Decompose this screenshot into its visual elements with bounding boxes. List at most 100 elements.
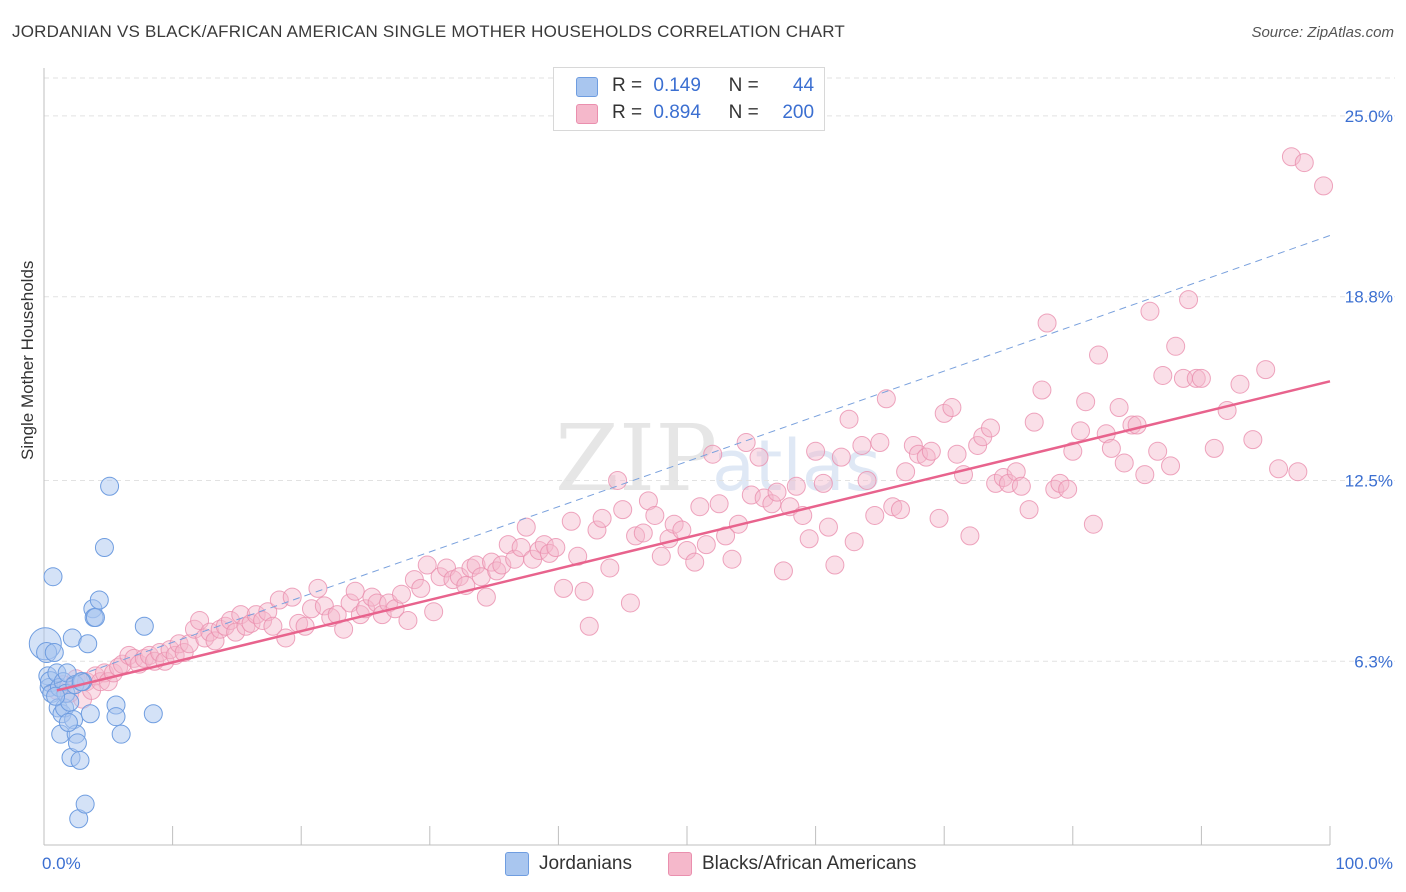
point-blacks xyxy=(398,610,418,630)
point-blacks xyxy=(466,555,486,575)
bottom-legend-label-blacks: Blacks/African Americans xyxy=(702,853,917,874)
point-blacks xyxy=(592,508,612,528)
point-blacks xyxy=(1135,465,1155,485)
point-blacks xyxy=(831,447,851,467)
point-blacks xyxy=(993,468,1013,488)
point-blacks xyxy=(696,535,716,555)
point-blacks xyxy=(492,555,512,575)
point-blacks xyxy=(600,558,620,578)
point-blacks xyxy=(417,555,437,575)
point-blacks xyxy=(960,526,980,546)
point-blacks xyxy=(645,505,665,525)
point-blacks xyxy=(709,494,729,514)
bottom-legend-blacks: Blacks/African Americans xyxy=(668,852,958,876)
point-blacks xyxy=(883,497,903,517)
point-blacks xyxy=(587,520,607,540)
point-blacks xyxy=(1161,456,1181,476)
point-blacks xyxy=(613,500,633,520)
watermark-zip: ZIP xyxy=(555,405,717,512)
point-jordanians xyxy=(67,733,87,753)
point-jordanians xyxy=(71,672,91,692)
point-blacks xyxy=(736,433,756,453)
point-blacks xyxy=(574,581,594,601)
point-blacks xyxy=(411,578,431,598)
source-label: Source: ZipAtlas.com xyxy=(1251,24,1394,41)
point-jordanians xyxy=(89,590,109,610)
point-blacks xyxy=(876,389,896,409)
point-blacks xyxy=(773,561,793,581)
point-blacks xyxy=(1006,462,1026,482)
point-blacks xyxy=(308,578,328,598)
point-jordanians xyxy=(44,643,64,663)
point-blacks xyxy=(226,622,246,642)
point-blacks xyxy=(1166,336,1186,356)
point-jordanians xyxy=(70,750,90,770)
point-blacks xyxy=(1140,301,1160,321)
y-tick-label: 18.8% xyxy=(1345,288,1393,307)
point-blacks xyxy=(749,447,769,467)
point-blacks xyxy=(767,482,787,502)
point-blacks xyxy=(690,497,710,517)
point-blacks xyxy=(947,444,967,464)
point-blacks xyxy=(1191,368,1211,388)
legend-swatch-blacks xyxy=(576,104,598,124)
point-blacks xyxy=(568,546,588,566)
point-blacks xyxy=(1148,441,1168,461)
point-blacks xyxy=(1063,441,1083,461)
point-blacks xyxy=(1204,438,1224,458)
point-blacks xyxy=(844,532,864,552)
legend-swatch-jordanians xyxy=(576,77,598,97)
point-blacks xyxy=(269,590,289,610)
point-blacks xyxy=(282,587,302,607)
point-jordanians xyxy=(143,704,163,724)
bottom-legend-swatch-jordanians xyxy=(505,852,529,876)
point-blacks xyxy=(1256,360,1276,380)
point-blacks xyxy=(276,628,296,648)
point-blacks xyxy=(546,538,566,558)
point-blacks xyxy=(1089,345,1109,365)
trendline-jordanians xyxy=(43,235,1331,688)
point-jordanians xyxy=(85,608,105,628)
legend-n-label: N = xyxy=(728,75,759,96)
chart-title: JORDANIAN VS BLACK/AFRICAN AMERICAN SING… xyxy=(12,22,845,41)
point-blacks xyxy=(916,447,936,467)
point-blacks xyxy=(942,398,962,418)
point-blacks xyxy=(934,403,954,423)
point-blacks xyxy=(1050,473,1070,493)
legend-r-label: R = xyxy=(612,102,643,123)
point-blacks xyxy=(1076,392,1096,412)
point-blacks xyxy=(608,470,628,490)
point-blacks xyxy=(908,444,928,464)
point-jordanians xyxy=(111,724,131,744)
point-blacks xyxy=(1269,459,1289,479)
point-blacks xyxy=(786,476,806,496)
point-blacks xyxy=(664,514,684,534)
legend-r-value: 0.149 xyxy=(653,75,701,96)
point-blacks xyxy=(813,473,833,493)
legend-n-value: 44 xyxy=(792,75,815,96)
point-blacks xyxy=(1058,479,1078,499)
point-blacks xyxy=(301,599,321,619)
point-blacks xyxy=(263,616,283,636)
point-blacks xyxy=(1230,374,1250,394)
point-blacks xyxy=(1281,147,1301,167)
point-blacks xyxy=(722,549,742,569)
point-blacks xyxy=(554,578,574,598)
point-blacks xyxy=(1179,290,1199,310)
point-blacks xyxy=(799,529,819,549)
x-tick-label: 100.0% xyxy=(1335,854,1393,873)
point-jordanians xyxy=(43,567,63,587)
point-blacks xyxy=(1114,453,1134,473)
point-blacks xyxy=(806,441,826,461)
point-blacks xyxy=(890,500,910,520)
point-blacks xyxy=(1011,476,1031,496)
point-jordanians xyxy=(106,707,126,727)
point-blacks xyxy=(205,631,225,651)
point-blacks xyxy=(857,470,877,490)
point-jordanians xyxy=(94,538,114,558)
point-blacks xyxy=(579,616,599,636)
point-blacks xyxy=(362,587,382,607)
point-blacks xyxy=(1071,421,1091,441)
point-blacks xyxy=(253,610,273,630)
